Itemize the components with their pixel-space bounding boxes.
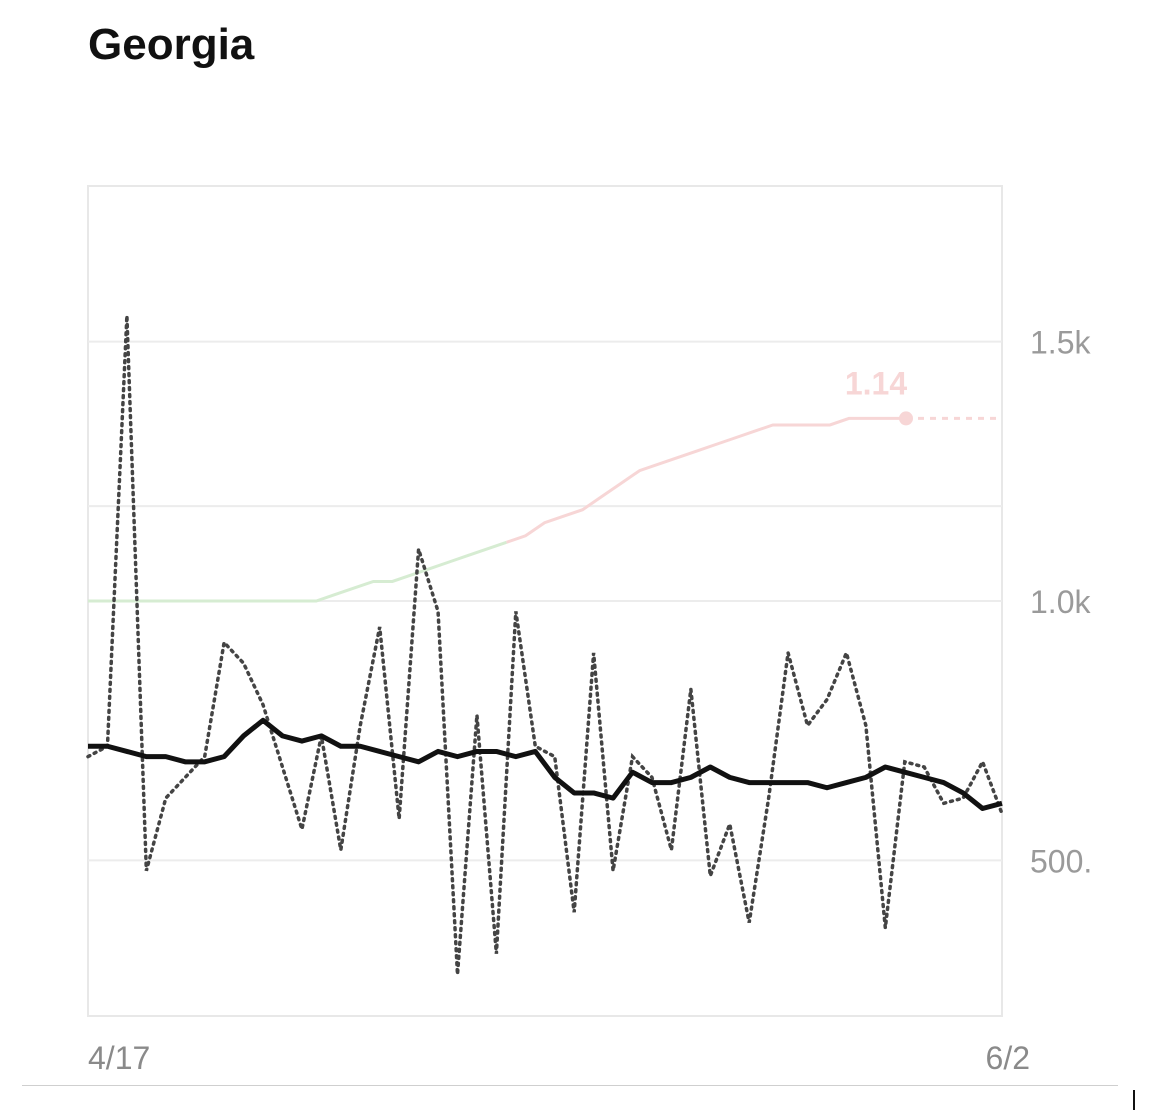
- chart-title: Georgia: [88, 20, 255, 69]
- daily-series-line: [86, 315, 1004, 975]
- trend-line-early: [88, 540, 507, 603]
- trend-end-point: [899, 411, 913, 426]
- text-cursor: [1133, 1090, 1135, 1110]
- y-tick-label: 1.0k: [1030, 584, 1091, 620]
- bottom-divider: [22, 1085, 1118, 1086]
- y-tick-label: 500.: [1030, 843, 1092, 879]
- trend-line-late: [506, 416, 906, 544]
- x-tick-label: 4/17: [88, 1040, 150, 1076]
- y-tick-label: 1.5k: [1030, 325, 1091, 361]
- x-tick-label: 6/2: [986, 1040, 1030, 1076]
- trend-end-label: 1.14: [845, 365, 907, 401]
- average-series-line: [88, 717, 1003, 811]
